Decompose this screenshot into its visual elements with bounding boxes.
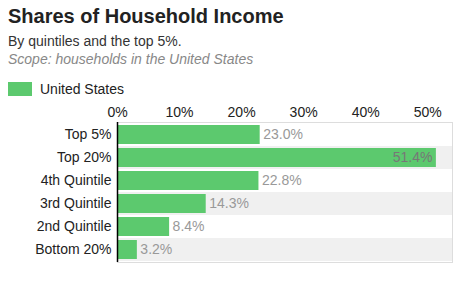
svg-text:Top 5%: Top 5% bbox=[65, 126, 112, 142]
svg-text:23.0%: 23.0% bbox=[263, 126, 303, 142]
svg-text:3.2%: 3.2% bbox=[140, 241, 172, 257]
html-text:Scope: households in the Unite: Scope: households in the United States bbox=[8, 51, 254, 67]
svg-text:30%: 30% bbox=[290, 104, 318, 120]
svg-text:22.8%: 22.8% bbox=[262, 172, 302, 188]
svg-text:51.4%: 51.4% bbox=[393, 149, 433, 165]
svg-text:50%: 50% bbox=[414, 104, 442, 120]
svg-text:3rd Quintile: 3rd Quintile bbox=[40, 195, 112, 211]
svg-text:8.4%: 8.4% bbox=[173, 218, 205, 234]
svg-text:40%: 40% bbox=[352, 104, 380, 120]
html-text:United States: United States bbox=[40, 81, 125, 97]
svg-text:4th Quintile: 4th Quintile bbox=[41, 172, 112, 188]
svg-text:0%: 0% bbox=[107, 104, 127, 120]
svg-text:10%: 10% bbox=[166, 104, 194, 120]
html-text:By quintiles and the top 5%.: By quintiles and the top 5%. bbox=[8, 33, 182, 49]
svg-text:20%: 20% bbox=[228, 104, 256, 120]
html-text:Shares of Household Income: Shares of Household Income bbox=[8, 5, 284, 27]
svg-text:Bottom 20%: Bottom 20% bbox=[35, 241, 111, 257]
svg-text:14.3%: 14.3% bbox=[209, 195, 249, 211]
svg-text:2nd Quintile: 2nd Quintile bbox=[37, 218, 112, 234]
svg-text:Top 20%: Top 20% bbox=[57, 149, 111, 165]
